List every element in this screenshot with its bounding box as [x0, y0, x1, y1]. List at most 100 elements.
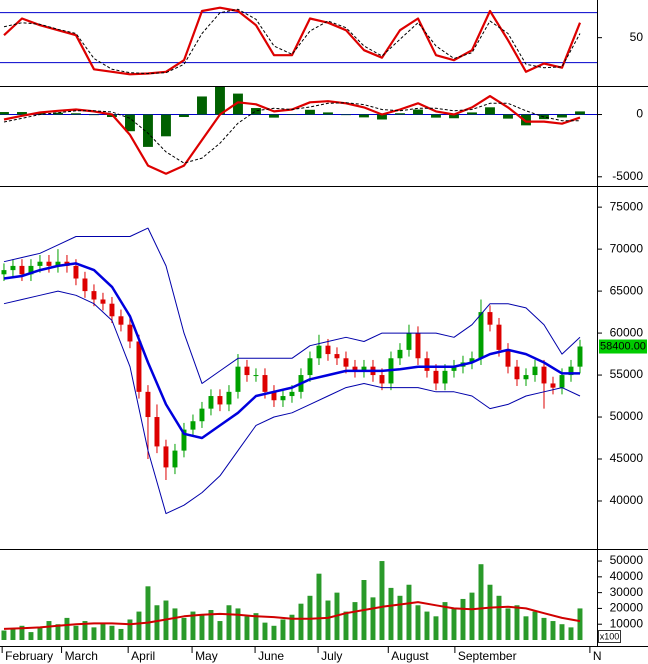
bar: [298, 603, 304, 640]
bar: [190, 611, 196, 640]
candle-body: [181, 429, 187, 451]
bar: [82, 621, 88, 640]
bar: [161, 114, 171, 137]
bar: [100, 622, 106, 640]
bar: [415, 605, 421, 640]
unit-label: x100: [600, 631, 620, 641]
candle-body: [397, 349, 403, 359]
bar: [10, 628, 16, 640]
y-tick-label: 50: [630, 30, 644, 44]
bar: [280, 619, 286, 640]
bar: [125, 114, 135, 132]
bar: [460, 598, 466, 640]
bar: [323, 112, 333, 115]
y-tick-label: 40000: [610, 569, 644, 583]
bar: [557, 114, 567, 118]
bar: [316, 573, 322, 640]
candle-body: [478, 312, 484, 359]
bar: [0, 112, 9, 115]
candle-body: [109, 303, 115, 317]
panel: [0, 87, 597, 175]
bar: [568, 627, 574, 640]
bar: [253, 613, 259, 640]
line-series: [3, 8, 581, 74]
bar: [559, 624, 565, 640]
candle-body: [469, 358, 475, 363]
bar: [433, 616, 439, 640]
candle-body: [118, 316, 124, 325]
bar: [197, 96, 207, 115]
last-price-box: [599, 339, 647, 354]
candle-body: [289, 391, 295, 397]
candle-body: [226, 391, 232, 405]
bar: [424, 611, 430, 640]
candle-body: [361, 366, 367, 371]
candle-body: [568, 366, 574, 376]
bar: [485, 107, 495, 115]
candle-body: [550, 383, 556, 388]
bar: [89, 114, 99, 116]
bar: [271, 625, 277, 640]
bar: [325, 600, 331, 640]
candle-body: [253, 375, 259, 377]
y-tick-label: 50000: [610, 553, 644, 567]
bar: [514, 605, 520, 640]
bar: [496, 595, 502, 640]
bar: [71, 113, 81, 115]
line-series: [3, 102, 580, 164]
bar: [523, 616, 529, 640]
candle-body: [244, 366, 250, 376]
candle-body: [199, 408, 205, 422]
bar: [1, 630, 7, 640]
candle-body: [541, 366, 547, 384]
bar: [17, 112, 27, 115]
bar: [352, 602, 358, 640]
candle-body: [190, 421, 196, 430]
bar: [208, 610, 214, 640]
bar: [541, 617, 547, 640]
bar: [469, 592, 475, 640]
candle-body: [379, 375, 385, 384]
y-tick-label: -5000: [612, 169, 643, 183]
y-tick-label: 30000: [610, 585, 644, 599]
line-series: [3, 601, 581, 630]
candle-body: [451, 366, 457, 371]
bar: [343, 611, 349, 640]
bar: [233, 93, 243, 115]
bar: [269, 114, 279, 118]
bar: [406, 584, 412, 640]
bar: [575, 111, 585, 115]
candle-body: [424, 358, 430, 371]
y-tick-label: 40000: [610, 493, 644, 507]
candle-body: [343, 358, 349, 367]
y-tick-label: 50000: [610, 409, 644, 423]
x-tick-label: April: [131, 649, 155, 663]
candle-body: [271, 391, 277, 401]
bar: [388, 587, 394, 640]
line-series: [3, 290, 581, 515]
y-tick-label: 75000: [610, 199, 644, 213]
candle-body: [19, 265, 25, 275]
bar: [251, 108, 261, 115]
bar: [53, 112, 63, 115]
candle-body: [46, 261, 52, 266]
x-tick-label: February: [5, 649, 53, 663]
x-tick-label: June: [258, 649, 284, 663]
bar: [359, 114, 369, 118]
bar: [287, 114, 297, 116]
bar: [118, 628, 124, 640]
candle-body: [127, 324, 133, 342]
bar: [379, 561, 385, 640]
candle-body: [496, 324, 502, 350]
candle-body: [442, 370, 448, 384]
candle-body: [172, 450, 178, 468]
bar: [235, 608, 241, 640]
bar: [179, 114, 189, 118]
candle-body: [163, 446, 169, 468]
candle-body: [10, 265, 16, 271]
bar: [199, 614, 205, 640]
x-tick-label: September: [458, 649, 517, 663]
